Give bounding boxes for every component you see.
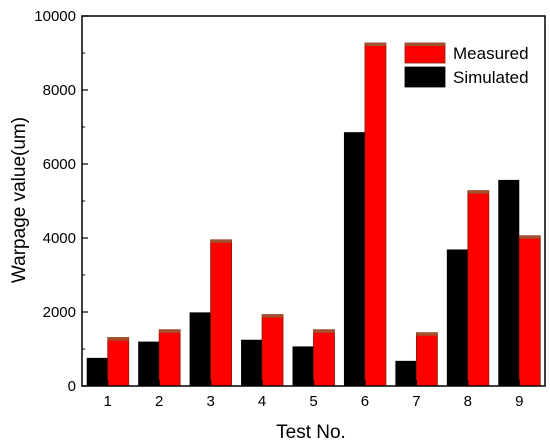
- bar-measured-7: [415, 332, 438, 387]
- bar-measured-8: [467, 190, 490, 387]
- y-tick-label-0: 0: [68, 378, 76, 395]
- x-tick-label-4: 4: [258, 393, 266, 410]
- bar-simulated-9: [498, 179, 520, 386]
- y-axis: 0 2000 4000 6000 8000 10000: [34, 8, 88, 395]
- x-tick-label-5: 5: [309, 393, 317, 410]
- bar-measured-1: [107, 337, 130, 387]
- x-tick-label-8: 8: [464, 393, 472, 410]
- bar-measured-3: [210, 239, 233, 387]
- bar-measured-cap-8: [467, 190, 489, 194]
- bar-measured-cap-1: [107, 337, 129, 341]
- legend-swatch-cap: [405, 43, 445, 46]
- bar-measured-2: [158, 329, 181, 387]
- bar-measured-cap-5: [313, 329, 335, 333]
- bar-measured-6: [364, 42, 387, 387]
- x-tick-label-2: 2: [155, 393, 163, 410]
- x-tick-label-1: 1: [104, 393, 112, 410]
- plot-bars: [86, 42, 541, 387]
- bar-simulated-1: [86, 357, 108, 386]
- legend-label-measured: Measured: [453, 44, 529, 63]
- x-axis: 1 2 3 4 5 6 7 8 9: [104, 380, 523, 410]
- bar-simulated-6: [343, 132, 365, 386]
- x-tick-label-9: 9: [515, 393, 523, 410]
- bar-measured-4: [261, 314, 284, 387]
- x-axis-title: Test No.: [276, 422, 346, 443]
- y-tick-label-8000: 8000: [43, 82, 76, 99]
- x-tick-label-3: 3: [206, 393, 214, 410]
- y-axis-title: Warpage value(um): [9, 117, 30, 283]
- bar-measured-cap-9: [519, 235, 541, 239]
- bar-simulated-5: [292, 346, 314, 386]
- legend-swatch-simulated: [404, 66, 446, 88]
- bar-simulated-2: [138, 341, 160, 386]
- legend: Measured Simulated: [404, 42, 529, 88]
- bar-measured-cap-3: [210, 239, 232, 243]
- bar-measured-9: [518, 235, 541, 387]
- bar-measured-cap-4: [262, 314, 284, 318]
- bar-simulated-8: [446, 249, 468, 386]
- y-tick-label-4000: 4000: [43, 230, 76, 247]
- x-tick-label-6: 6: [361, 393, 369, 410]
- y-tick-label-6000: 6000: [43, 156, 76, 173]
- bar-simulated-4: [241, 339, 263, 386]
- y-tick-label-2000: 2000: [43, 304, 76, 321]
- legend-label-simulated: Simulated: [453, 68, 529, 87]
- bar-simulated-3: [189, 312, 211, 386]
- bar-measured-cap-2: [159, 329, 181, 333]
- bar-measured-cap-7: [416, 332, 438, 336]
- x-tick-label-7: 7: [412, 393, 420, 410]
- bar-measured-cap-6: [364, 43, 386, 47]
- bar-measured-5: [313, 329, 335, 387]
- bar-simulated-7: [395, 360, 417, 386]
- y-tick-label-10000: 10000: [34, 8, 76, 25]
